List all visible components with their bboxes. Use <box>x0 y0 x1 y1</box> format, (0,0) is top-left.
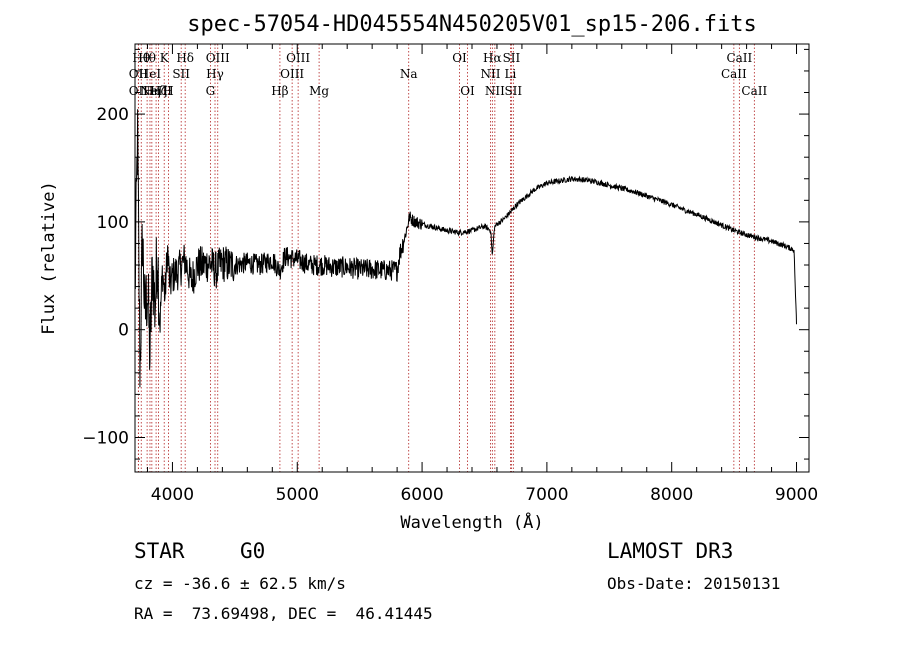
x-tick-label: 9000 <box>775 485 818 505</box>
x-axis-ticks: 4000 5000 6000 7000 8000 9000 <box>146 44 818 505</box>
emission-line-label: OI <box>460 84 475 98</box>
emission-line-label: HeI <box>139 67 162 81</box>
x-tick-label: 8000 <box>650 485 693 505</box>
emission-line-label: NeIII <box>140 84 172 98</box>
emission-line-label: SII <box>504 84 522 98</box>
y-tick-label: −100 <box>82 429 129 449</box>
emission-line-label: Li <box>505 67 517 81</box>
emission-line-label: OIII <box>280 67 304 81</box>
object-type: STAR <box>134 539 185 563</box>
chart-title: spec-57054-HD045554N450205V01_sp15-206.f… <box>187 12 757 37</box>
x-tick-label: 7000 <box>525 485 568 505</box>
emission-line-label: SII <box>503 51 521 65</box>
emission-line-label: Hα <box>483 51 502 65</box>
emission-line-label: OIII <box>286 51 310 65</box>
emission-line-label: SII <box>172 67 190 81</box>
emission-line-label: G <box>206 84 216 98</box>
emission-line-label: H <box>163 84 173 98</box>
observation-date: Obs-Date: 20150131 <box>607 574 781 593</box>
emission-line-label: Na <box>400 67 418 81</box>
spectrum-series-line <box>134 109 797 388</box>
y-tick-label: 200 <box>97 105 129 125</box>
emission-line-label: NII <box>480 67 500 81</box>
x-axis-label: Wavelength (Å) <box>400 511 543 533</box>
emission-line-label: Hθ <box>132 51 150 65</box>
y-tick-label: 0 <box>118 321 129 341</box>
emission-line-markers <box>137 44 755 472</box>
redshift-value: cz = -36.6 ± 62.5 km/s <box>134 574 346 593</box>
emission-line-label: Hη <box>143 84 161 98</box>
emission-line-label: OI <box>452 51 467 65</box>
emission-line-label: Hβ <box>271 84 288 98</box>
emission-line-label: Hγ <box>206 67 224 81</box>
emission-line-label: Mg <box>309 84 329 98</box>
emission-line-label: CaII <box>726 51 752 65</box>
emission-line-label: Hδ <box>176 51 194 65</box>
x-tick-label: 6000 <box>400 485 443 505</box>
y-tick-label: 100 <box>97 213 129 233</box>
emission-line-label: NII <box>485 84 505 98</box>
emission-line-label: CaII <box>741 84 767 98</box>
emission-line-label: Hθ <box>138 51 156 65</box>
x-tick-label: 4000 <box>151 485 194 505</box>
y-axis-label: Flux (relative) <box>39 181 59 335</box>
emission-line-label: OIII <box>206 51 230 65</box>
y-axis-ticks: −100 0 100 200 <box>82 48 809 460</box>
x-tick-label: 5000 <box>276 485 319 505</box>
spectral-subclass: G0 <box>240 539 266 563</box>
emission-line-label: K <box>160 51 170 65</box>
emission-line-label: CaII <box>721 67 747 81</box>
emission-line-label: OII <box>129 84 149 98</box>
emission-line-label: Hζ <box>150 84 167 98</box>
coordinates: RA = 73.69498, DEC = 46.41445 <box>134 604 433 623</box>
survey-name: LAMOST DR3 <box>607 539 734 563</box>
emission-line-label: OII <box>129 67 149 81</box>
